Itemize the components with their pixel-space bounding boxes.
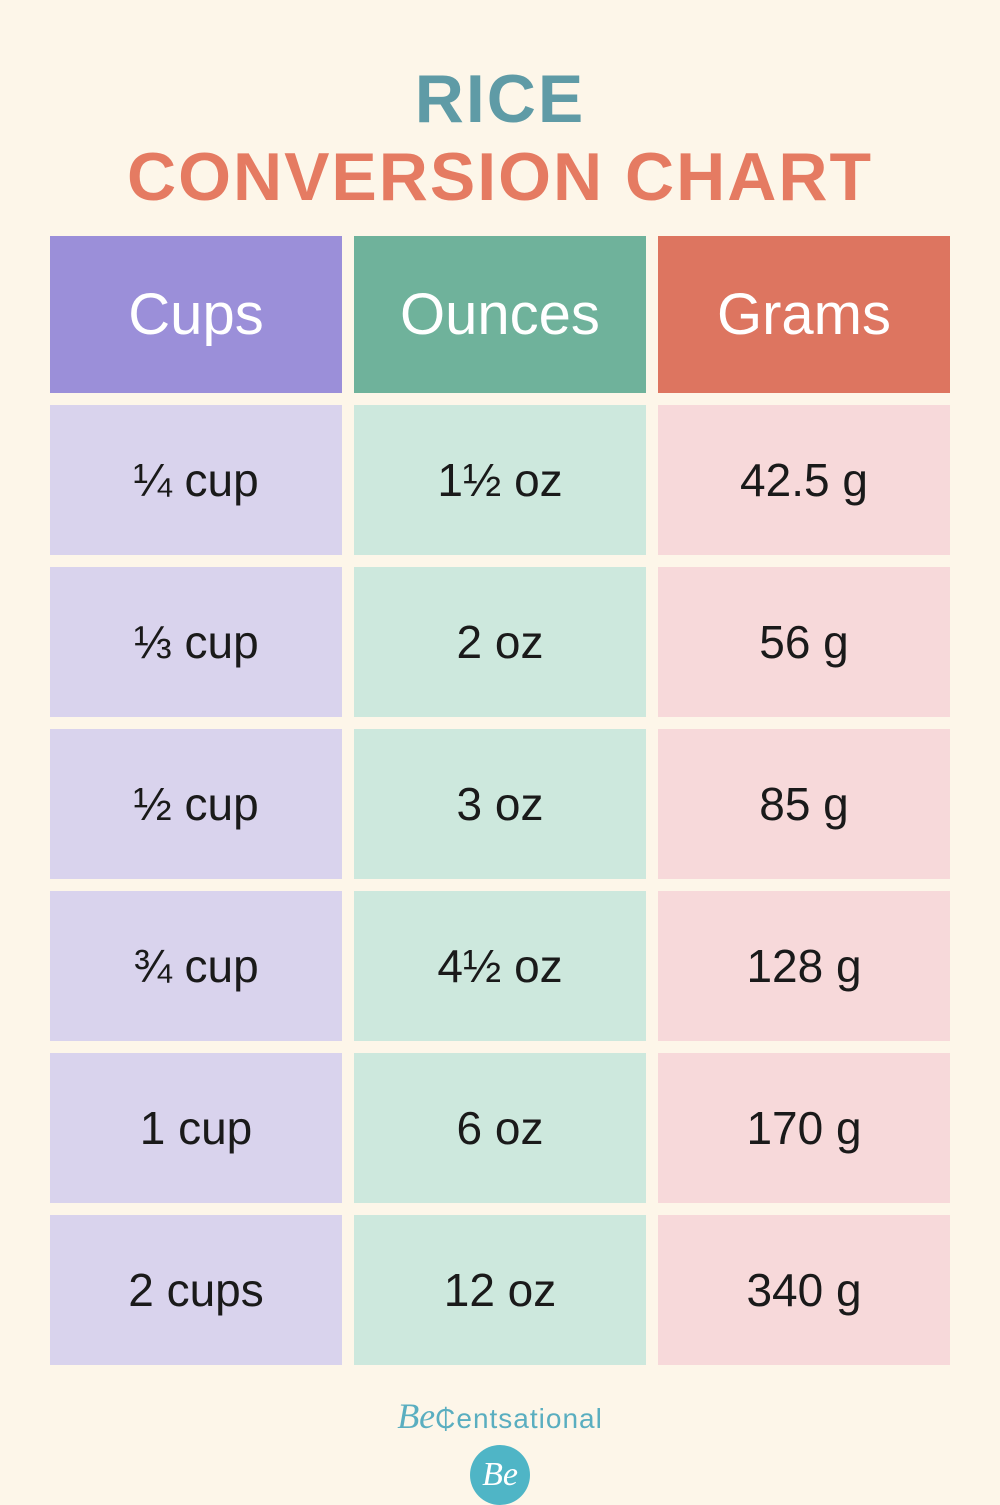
title-line-2: CONVERSION CHART	[127, 138, 873, 216]
table-cell: 56 g	[658, 567, 950, 717]
footer-brand-text: Be₵entsational	[397, 1395, 603, 1437]
title-line-1: RICE	[127, 60, 873, 138]
table-cell: ⅓ cup	[50, 567, 342, 717]
table-cell: ¼ cup	[50, 405, 342, 555]
column-header-cups: Cups	[50, 236, 342, 393]
footer-brand: Be₵entsational Be	[397, 1395, 603, 1505]
table-cell: 6 oz	[354, 1053, 646, 1203]
table-cell: 2 oz	[354, 567, 646, 717]
table-cell: 1 cup	[50, 1053, 342, 1203]
chart-title: RICE CONVERSION CHART	[127, 60, 873, 216]
table-cell: 4½ oz	[354, 891, 646, 1041]
table-cell: 85 g	[658, 729, 950, 879]
footer-brand-rest: ₵entsational	[435, 1403, 603, 1434]
table-cell: ½ cup	[50, 729, 342, 879]
table-cell: 170 g	[658, 1053, 950, 1203]
footer-badge-icon: Be	[470, 1445, 530, 1505]
table-cell: 1½ oz	[354, 405, 646, 555]
footer-brand-be: Be	[397, 1396, 435, 1436]
table-cell: 12 oz	[354, 1215, 646, 1365]
table-cell: 42.5 g	[658, 405, 950, 555]
column-header-grams: Grams	[658, 236, 950, 393]
table-cell: ¾ cup	[50, 891, 342, 1041]
column-header-ounces: Ounces	[354, 236, 646, 393]
table-cell: 128 g	[658, 891, 950, 1041]
conversion-table: CupsOuncesGrams ¼ cup1½ oz42.5 g ⅓ cup2 oz…	[50, 236, 950, 1365]
table-cell: 3 oz	[354, 729, 646, 879]
table-cell: 2 cups	[50, 1215, 342, 1365]
table-cell: 340 g	[658, 1215, 950, 1365]
